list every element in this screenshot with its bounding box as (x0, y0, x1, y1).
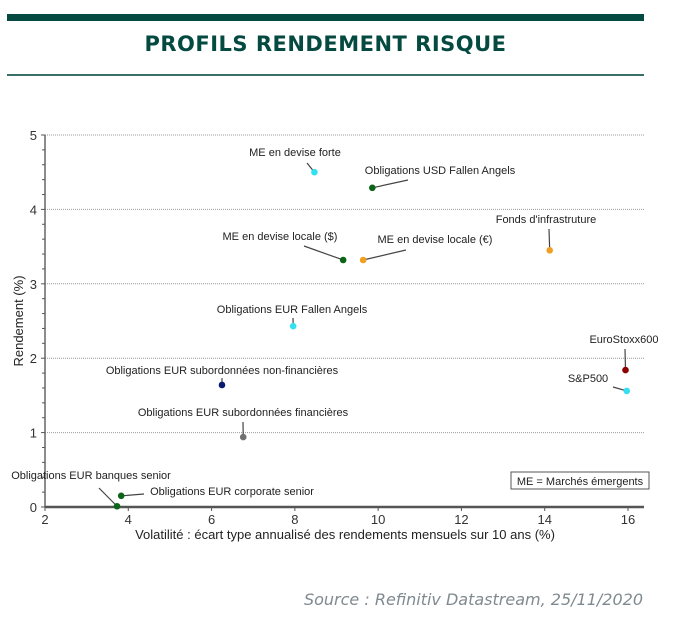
leader-line (624, 348, 627, 371)
data-point (359, 256, 367, 264)
data-point (622, 366, 629, 374)
point-label: Obligations EUR corporate senior (150, 486, 314, 498)
axes (41, 134, 644, 511)
y-tick-label: 4 (30, 202, 37, 217)
x-tick-label: 10 (371, 512, 385, 527)
annotation-box: ME = Marchés émergents (510, 471, 650, 490)
x-tick-label: 8 (291, 512, 298, 527)
y-tick-label: 5 (30, 128, 37, 143)
data-point (113, 502, 121, 510)
x-axis-label: Volatilité : écart type annualisé des re… (135, 527, 555, 542)
leader-line (121, 493, 145, 497)
y-tick-label: 3 (30, 277, 37, 292)
data-points (113, 168, 631, 510)
x-tick-label: 16 (621, 512, 635, 527)
data-point (289, 322, 297, 330)
point-label: Obligations USD Fallen Angels (365, 165, 516, 177)
point-label: S&P500 (568, 373, 608, 385)
y-axis-label: Rendement (%) (11, 275, 26, 366)
data-point (339, 256, 347, 264)
data-point (311, 168, 318, 176)
point-label: ME en devise forte (249, 147, 341, 159)
y-tick-label: 0 (30, 500, 37, 515)
y-tick-label: 2 (30, 351, 37, 366)
header-top-bar (7, 14, 644, 21)
data-point (623, 387, 631, 395)
point-label: ME en devise locale ($) (223, 231, 338, 243)
point-label: Obligations EUR subordonnées financières (138, 407, 349, 419)
header-bottom-rule (7, 74, 644, 76)
leader-line (548, 228, 551, 251)
x-tick-label: 14 (537, 512, 551, 527)
grid-lines (45, 134, 644, 434)
x-tick-label: 12 (454, 512, 468, 527)
x-tick-label: 4 (125, 512, 132, 527)
page-title: PROFILS RENDEMENT RISQUE (144, 32, 507, 56)
source-note: Source : Refinitiv Datastream, 25/11/202… (303, 590, 643, 609)
leader-line (98, 487, 118, 507)
y-tick-label: 1 (30, 426, 37, 441)
point-labels: ME en devise forte Obligations USD Fallen… (11, 147, 658, 498)
data-point (369, 184, 376, 192)
leader-line (303, 245, 344, 261)
point-label: Obligations EUR banques senior (11, 470, 171, 482)
leader-line (363, 249, 407, 261)
annotation-text: ME = Marchés émergents (517, 476, 644, 488)
point-label: ME en devise locale (€) (378, 234, 493, 246)
point-label: Fonds d'infrastruture (496, 214, 597, 226)
data-point (546, 247, 554, 254)
point-label: Obligations EUR Fallen Angels (217, 304, 368, 316)
data-point (218, 381, 226, 389)
data-point (117, 492, 125, 500)
x-tick-label: 2 (41, 512, 48, 527)
leader-line (372, 179, 409, 189)
x-tick-label: 6 (208, 512, 215, 527)
data-point (239, 433, 247, 441)
point-label: Obligations EUR subordonnées non-financi… (106, 365, 339, 377)
point-label: EuroStoxx600 (589, 334, 658, 346)
